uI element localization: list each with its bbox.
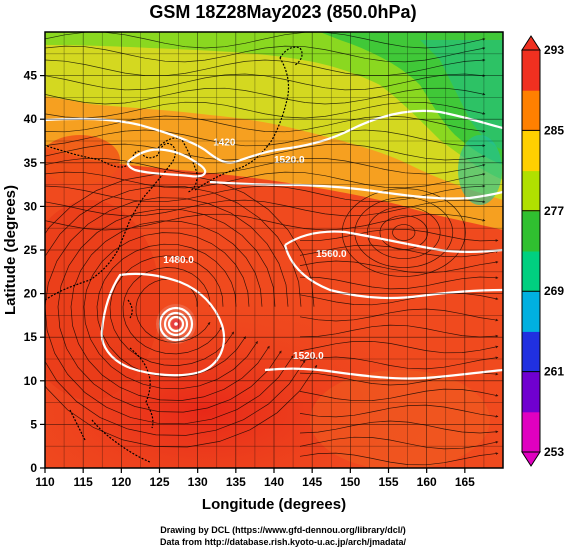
y-tick-label: 45: [24, 69, 38, 83]
y-tick-label: 10: [24, 374, 38, 388]
x-tick-label: 145: [302, 475, 322, 489]
colorbar-segment: [522, 210, 540, 252]
streamline: [45, 87, 486, 105]
y-axis-label: Latitude (degrees): [2, 185, 19, 315]
colorbar-segment: [522, 411, 540, 453]
streamline: [45, 101, 486, 119]
typhoon-center-marker: [171, 319, 181, 329]
graticule: [45, 32, 503, 468]
streamline: [83, 232, 258, 390]
colorbar-segment: [522, 291, 540, 332]
colorbar-segment: [522, 251, 540, 292]
x-tick-label: 125: [149, 475, 169, 489]
streamline: [122, 267, 223, 355]
contour-label: 1420: [213, 137, 236, 148]
streamline: [45, 174, 318, 448]
contour-label: 1560.0: [316, 249, 347, 260]
y-tick-label: 40: [24, 112, 38, 126]
credit-text: Drawing by DCL (https://www.gfd-dennou.o…: [0, 524, 566, 548]
streamline: [45, 58, 486, 77]
colorbar-segment: [522, 331, 540, 373]
x-tick-label: 135: [226, 475, 246, 489]
colorbar: 293 285 277 269 261 253: [521, 35, 564, 467]
x-tick-label: 115: [73, 475, 93, 489]
x-tick-label: 140: [264, 475, 284, 489]
streamline: [354, 197, 454, 268]
colorbar-segment: [522, 90, 540, 131]
colorbar-label: 293: [544, 43, 564, 57]
x-axis-label: Longitude (degrees): [202, 496, 346, 513]
streamline: [45, 185, 306, 436]
streamline: [379, 215, 428, 250]
y-tick-label: 15: [24, 330, 38, 344]
x-tick-label: 160: [417, 475, 437, 489]
geopotential-contours: [45, 109, 503, 380]
streamline: [45, 197, 294, 425]
credit-line-dcl: Drawing by DCL (https://www.gfd-dennou.o…: [160, 525, 406, 535]
streamline: [70, 220, 270, 401]
y-tick-label: 35: [24, 156, 38, 170]
streamline: [45, 171, 486, 189]
streamline: [57, 208, 282, 413]
colorbar-label: 261: [544, 365, 564, 379]
y-tick-label: 0: [30, 461, 37, 475]
contour-label: 1480.0: [163, 255, 194, 266]
streamline: [45, 157, 486, 175]
colorbar-segment: [522, 130, 540, 172]
colorbar-min-arrow: [521, 451, 541, 467]
streamline: [109, 255, 235, 366]
streamline: [96, 243, 246, 378]
streamline: [45, 129, 486, 148]
map-title: GSM 18Z28May2023 (850.0hPa): [149, 2, 417, 22]
streamline: [392, 224, 416, 241]
contour-label: 1520.0: [293, 351, 324, 362]
colorbar-label: 285: [544, 123, 564, 137]
y-tick-label: 25: [24, 243, 38, 257]
streamline: [45, 143, 486, 161]
colorbar-max-arrow: [521, 35, 541, 51]
credit-line-data: Data from http://database.rish.kyoto-u.a…: [159, 537, 407, 547]
colorbar-label: 253: [544, 445, 564, 459]
coastlines: [45, 46, 303, 463]
y-tick-label: 20: [24, 287, 38, 301]
colorbar-label: 269: [544, 284, 564, 298]
streamline: [45, 32, 486, 49]
y-tick-label: 5: [30, 417, 37, 431]
y-tick-label: 30: [24, 199, 38, 213]
x-tick-label: 120: [111, 475, 131, 489]
colorbar-segment: [522, 170, 540, 212]
streamline: [45, 45, 486, 63]
streamline: [45, 115, 486, 133]
streamline: [45, 199, 486, 217]
x-tick-label: 155: [378, 475, 398, 489]
colorbar-segment: [522, 371, 540, 413]
colorbar-label: 277: [544, 204, 564, 218]
x-tick-label: 165: [455, 475, 475, 489]
colorbar-segment: [522, 50, 540, 91]
contour-label: 1520.0: [274, 155, 305, 166]
x-tick-label: 150: [340, 475, 360, 489]
x-tick-label: 130: [188, 475, 208, 489]
x-tick-label: 110: [35, 475, 55, 489]
